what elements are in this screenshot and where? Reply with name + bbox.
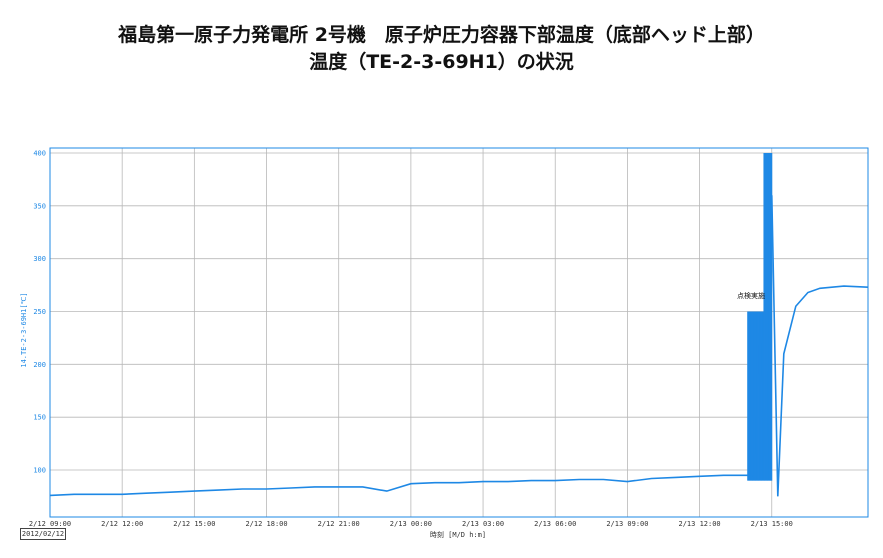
x-axis-label: 時刻 [M/D h:m]	[430, 530, 486, 539]
y-axis-label: 14.TE-2-3-69H1[℃]	[20, 292, 28, 367]
inspection-noise-band	[747, 153, 773, 481]
x-tick-label: 2/13 12:00	[679, 520, 721, 528]
x-tick-label: 2/12 09:00	[29, 520, 71, 528]
y-tick-label: 150	[33, 414, 46, 422]
plot-frame	[49, 147, 869, 518]
chart-title-line2: 温度（TE-2-3-69H1）の状況	[309, 51, 574, 73]
x-tick-label: 2/13 15:00	[751, 520, 793, 528]
chart-title-line1: 福島第一原子力発電所 2号機 原子炉圧力容器下部温度（底部ヘッド上部）	[118, 24, 765, 46]
y-tick-label: 350	[33, 202, 46, 210]
inspection-annotation: 点検実施	[737, 291, 765, 300]
x-tick-label: 2/13 03:00	[462, 520, 504, 528]
x-tick-label: 2/12 18:00	[245, 520, 287, 528]
y-tick-label: 250	[33, 308, 46, 316]
start-date-label: 2012/02/12	[20, 528, 66, 540]
y-tick-label: 400	[33, 150, 46, 158]
chart-grid	[49, 148, 868, 517]
temperature-series-line	[49, 195, 869, 497]
x-tick-label: 2/13 09:00	[606, 520, 648, 528]
y-axis-ticks: 100 150 200 250 300 350 400	[33, 150, 46, 475]
x-tick-label: 2/13 00:00	[390, 520, 432, 528]
x-tick-label: 2/12 15:00	[173, 520, 215, 528]
y-tick-label: 100	[33, 467, 46, 475]
x-tick-label: 2/12 12:00	[101, 520, 143, 528]
x-axis-ticks: 2/12 09:00 2/12 12:00 2/12 15:00 2/12 18:00…	[29, 520, 793, 528]
y-tick-label: 200	[33, 361, 46, 369]
y-tick-label: 300	[33, 255, 46, 263]
x-tick-label: 2/13 06:00	[534, 520, 576, 528]
x-tick-label: 2/12 21:00	[318, 520, 360, 528]
